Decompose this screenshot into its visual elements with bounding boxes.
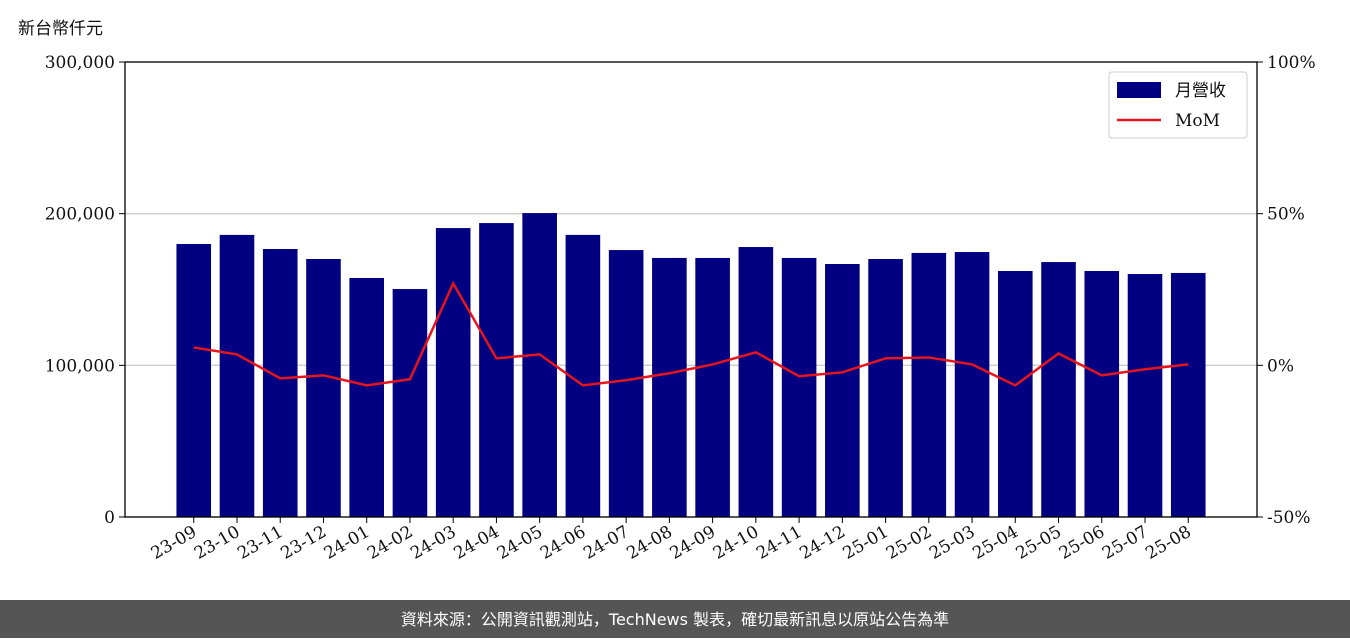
y2-tick-label: 0%	[1267, 356, 1294, 376]
bar	[911, 252, 947, 517]
bar	[652, 257, 687, 517]
x-tick-label: 24-08	[623, 522, 675, 564]
bar	[695, 257, 730, 517]
axes-frame	[124, 61, 1258, 518]
x-tick-label: 24-11	[753, 522, 805, 564]
x-tick-label: 24-05	[494, 522, 546, 564]
legend-label: 月營收	[1175, 81, 1226, 101]
bar	[825, 264, 860, 517]
x-tick-label: 23-11	[234, 522, 286, 564]
x-tick-label: 25-07	[1099, 522, 1151, 564]
bar	[781, 257, 817, 517]
bar	[738, 247, 774, 518]
x-tick-label: 24-02	[364, 522, 416, 564]
x-tick-label: 24-07	[580, 522, 632, 564]
bar	[522, 213, 557, 517]
bar	[306, 259, 341, 517]
x-tick-label: 25-01	[840, 522, 892, 564]
bar	[1127, 274, 1163, 517]
y2-tick-label: 50%	[1267, 205, 1305, 225]
x-tick-label: 24-06	[537, 522, 589, 564]
bar	[479, 223, 514, 517]
x-tick-label: 25-03	[926, 522, 978, 564]
bar	[997, 270, 1033, 517]
y-tick-label: 300,000	[45, 53, 115, 73]
x-tick-label: 24-01	[321, 522, 373, 564]
bar	[1170, 272, 1206, 517]
bar	[1041, 262, 1076, 517]
plot: 0 100,000 200,000 300,000 -50% 0% 50% 100% 23-09…	[45, 53, 1316, 564]
x-tick-label: 25-08	[1142, 522, 1194, 564]
x-tick-label: 23-10	[191, 522, 243, 564]
bar	[435, 228, 471, 517]
x-tick-label: 25-06	[1056, 522, 1108, 564]
bar	[176, 244, 212, 517]
y-tick-label: 200,000	[45, 205, 115, 225]
x-tick-label: 25-05	[1013, 522, 1065, 564]
bar	[349, 277, 385, 517]
footer-text: 資料來源：公開資訊觀測站，TechNews 製表，確切最新訊息以原站公告為準	[401, 610, 949, 629]
bar	[868, 259, 903, 517]
line	[193, 280, 1189, 387]
x-tick-label: 25-04	[969, 522, 1021, 564]
x-tick-label: 23-12	[278, 522, 330, 564]
bar	[392, 289, 428, 517]
bar	[1084, 270, 1120, 517]
x-tick-label: 24-03	[407, 522, 459, 564]
x-tick-label: 24-09	[667, 522, 719, 564]
bar	[608, 250, 644, 518]
x-tick-label: 23-09	[148, 522, 200, 564]
bar	[219, 234, 255, 517]
legend-swatch	[1117, 82, 1161, 98]
bar	[262, 249, 298, 517]
x-tick-label: 24-12	[796, 522, 848, 564]
x-tick-label: 24-10	[710, 522, 762, 564]
y-axis-label: 新台幣仟元	[18, 19, 103, 39]
y-tick-label: 0	[104, 508, 115, 528]
footer-bar	[0, 600, 1350, 638]
x-tick-label: 25-02	[883, 522, 935, 564]
bar	[954, 252, 990, 517]
legend-label: MoM	[1175, 111, 1220, 131]
x-tick-label: 24-04	[450, 522, 502, 564]
y2-tick-label: 100%	[1267, 53, 1316, 73]
y-tick-label: 100,000	[45, 356, 115, 376]
y2-tick-label: -50%	[1267, 508, 1311, 528]
